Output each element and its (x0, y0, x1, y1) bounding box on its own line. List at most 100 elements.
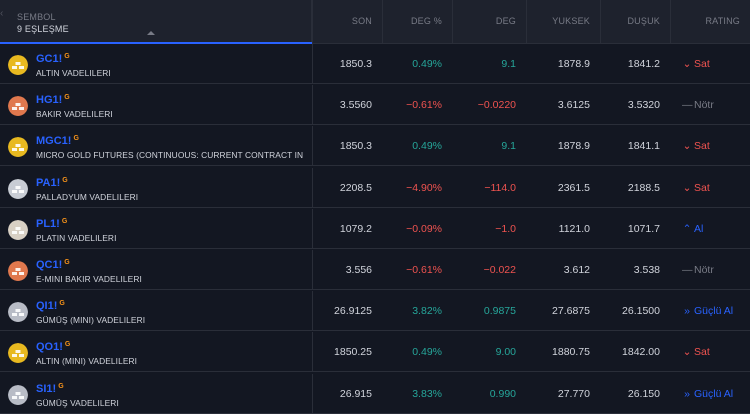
instrument-description: MICRO GOLD FUTURES (CONTINUOUS: CURRENT … (36, 150, 304, 161)
ticker-symbol[interactable]: PL1! G (36, 217, 68, 230)
gold-bar-icon (8, 55, 28, 75)
cell-yuksek: 3.612 (563, 264, 590, 276)
column-divider (312, 332, 313, 372)
silver-bar-icon (8, 302, 28, 323)
cell-son: 1079.2 (339, 222, 372, 235)
cell-yuksek: 1880.75 (552, 346, 590, 359)
table-row[interactable]: QI1! G GÜMÜŞ (MINI) VADELILERI 26.9125 3.82%… (0, 291, 750, 332)
column-header-son[interactable]: SON (312, 0, 382, 43)
cell-yuksek: 1121.0 (558, 222, 590, 235)
column-header-deg[interactable]: DEG (452, 0, 526, 43)
cell-deg-pct: −0.61% (406, 264, 442, 276)
ticker-symbol[interactable]: QO1! G (36, 341, 71, 354)
chevron-down-icon: ⌄ (682, 181, 692, 194)
column-header-deg-pct[interactable]: DEG % (382, 0, 452, 43)
gold-bar-icon (8, 137, 28, 158)
table-row[interactable]: QC1! G E-MINI BAKIR VADELILERI 3.556 −0.61% −… (0, 250, 750, 290)
rating-label: Sat (694, 140, 710, 153)
double-chevron-up-icon: » (684, 305, 690, 318)
cell-dusuk: 1841.2 (627, 58, 660, 70)
cell-dusuk: 2188.5 (627, 181, 660, 194)
cell-deg: 9.00 (495, 346, 516, 359)
ticker-symbol[interactable]: PA1! G (36, 176, 68, 189)
column-divider (312, 208, 313, 248)
cell-son: 3.5560 (339, 99, 372, 112)
double-chevron-up-icon: » (684, 387, 690, 400)
table-row[interactable]: QO1! G ALTIN (MINI) VADELILERI 1850.25 0.49%… (0, 332, 750, 373)
ticker-symbol[interactable]: QI1! G (36, 300, 65, 313)
sort-icon[interactable] (147, 31, 155, 35)
palladium-bar-icon (8, 178, 28, 199)
active-column-indicator (0, 42, 312, 44)
ticker-symbol[interactable]: GC1! G (36, 53, 70, 65)
cell-deg: −1.0 (495, 222, 516, 235)
cell-yuksek: 1878.9 (557, 58, 590, 70)
table-row[interactable]: PA1! G PALLADYUM VADELILERI 2208.5 −4.90% −11… (0, 167, 750, 208)
ticker-symbol[interactable]: SI1! G (36, 382, 64, 395)
column-divider (312, 126, 313, 166)
dash-icon: — (682, 264, 693, 276)
delay-flag-icon: G (64, 259, 70, 266)
cell-dusuk: 1841.1 (627, 140, 660, 153)
rating-label: Sat (694, 58, 710, 70)
cell-deg-pct: −4.90% (406, 181, 442, 194)
cell-son: 1850.3 (339, 58, 372, 70)
match-count: 9 EŞLEŞME (17, 24, 69, 34)
cell-rating: ⌄ Sat (670, 332, 750, 372)
cell-dusuk: 3.5320 (627, 99, 660, 112)
cell-deg: 0.9875 (483, 305, 516, 318)
chevron-down-icon: ⌄ (682, 346, 692, 359)
column-header-rating[interactable]: RATING (670, 0, 750, 43)
ticker-symbol[interactable]: QC1! G (36, 259, 70, 271)
instrument-description: ALTIN (MINI) VADELILERI (36, 356, 138, 367)
cell-rating: » Güçlü Al (670, 374, 750, 414)
collapse-icon[interactable]: ‹ (0, 8, 4, 19)
rating-label: Al (694, 222, 704, 235)
instrument-description: ALTIN VADELILERI (36, 68, 111, 78)
cell-deg-pct: −0.09% (406, 222, 442, 235)
cell-deg-pct: −0.61% (406, 99, 442, 112)
chevron-up-icon: ⌃ (682, 222, 692, 235)
chevron-down-icon: ⌄ (682, 58, 692, 70)
table-row[interactable]: SI1! G GÜMÜŞ VADELILERI 26.915 3.83% 0.990 27.… (0, 373, 750, 414)
cell-rating: — Nötr (670, 85, 750, 125)
cell-deg: −0.0220 (477, 99, 516, 112)
cell-son: 2208.5 (339, 181, 372, 194)
column-header-yuksek[interactable]: YUKSEK (526, 0, 600, 43)
cell-rating: ⌃ Al (670, 209, 750, 249)
instrument-description: E-MINI BAKIR VADELILERI (36, 274, 142, 284)
rating-label: Sat (694, 181, 710, 194)
delay-flag-icon: G (61, 217, 68, 225)
column-header-dusuk[interactable]: DUŞUK (600, 0, 670, 43)
cell-son: 1850.3 (339, 140, 372, 153)
table-row[interactable]: HG1! G BAKIR VADELILERI 3.5560 −0.61% −0.0220… (0, 85, 750, 126)
cell-rating: » Güçlü Al (670, 291, 750, 331)
column-divider (312, 373, 313, 413)
table-row[interactable]: MGC1! G MICRO GOLD FUTURES (CONTINUOUS: CU… (0, 126, 750, 167)
cell-rating: — Nötr (670, 250, 750, 290)
silver-bar-icon (8, 384, 28, 405)
column-divider (312, 85, 313, 125)
ticker-symbol[interactable]: MGC1! G (36, 135, 79, 148)
ticker-symbol[interactable]: HG1! G (36, 94, 70, 107)
column-divider (312, 167, 313, 207)
delay-flag-icon: G (64, 94, 70, 102)
platinum-bar-icon (8, 219, 28, 240)
cell-deg: 9.1 (501, 140, 516, 153)
column-header-symbol[interactable]: ‹ SEMBOL 9 EŞLEŞME (0, 0, 312, 44)
instrument-description: PLATIN VADELILERI (36, 232, 117, 243)
cell-deg: −114.0 (484, 181, 516, 194)
rating-label: Sat (694, 346, 710, 359)
cell-deg-pct: 0.49% (412, 58, 442, 70)
cell-dusuk: 1071.7 (627, 222, 660, 235)
table-row[interactable]: PL1! G PLATIN VADELILERI 1079.2 −0.09% −1.0 11… (0, 208, 750, 249)
delay-flag-icon: G (62, 176, 68, 184)
column-divider (312, 291, 313, 331)
chevron-down-icon: ⌄ (682, 140, 692, 153)
cell-deg: −0.022 (483, 264, 516, 276)
cell-deg-pct: 3.82% (412, 305, 442, 318)
rating-label: Nötr (694, 99, 714, 112)
table-row[interactable]: GC1! G ALTIN VADELILERI 1850.3 0.49% 9.1 1878.… (0, 44, 750, 84)
cell-son: 26.915 (339, 387, 372, 400)
